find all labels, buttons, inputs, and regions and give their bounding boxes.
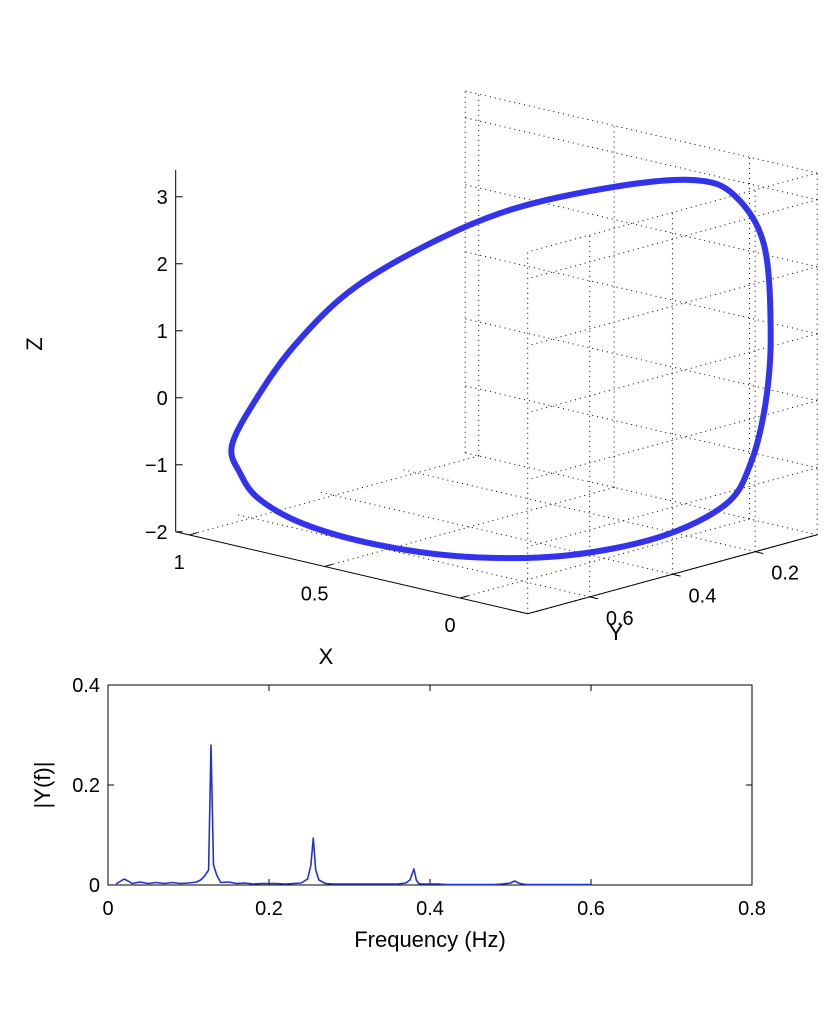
z-tick-label: 2	[157, 254, 168, 276]
x-tick-mark	[324, 563, 334, 567]
trajectory-line	[228, 176, 774, 562]
wall-grid-line	[465, 385, 818, 469]
z-tick-label: −2	[145, 522, 168, 544]
grid-3d	[189, 90, 818, 615]
floor-grid-line	[459, 518, 750, 599]
y-tick-labels: 0.2 0.4 0.6	[589, 551, 799, 630]
wall-grid-line	[465, 251, 818, 335]
wall-grid-line	[527, 467, 818, 548]
x-tick-label: 0.2	[255, 898, 283, 920]
y-tick-mark	[755, 551, 764, 555]
box-edge	[527, 172, 818, 253]
x-tick-label: 0	[102, 898, 113, 920]
wall-grid-line	[465, 452, 818, 536]
x-tick-label: 0.6	[577, 898, 605, 920]
y-tick-label: 0.6	[606, 608, 634, 630]
x-tick-label: 1	[174, 552, 185, 574]
y-tick-label: 0.4	[689, 585, 717, 607]
box-edge	[465, 90, 818, 174]
y-tick-label: 0.4	[72, 675, 100, 697]
z-tick-label: −1	[145, 455, 168, 477]
spectrum-x-tick-labels: 0 0.2 0.4 0.6 0.8	[102, 898, 765, 920]
x-tick-label: 0.5	[301, 583, 329, 605]
x-axis-line	[175, 531, 528, 615]
spectrum-plot: 0 0.2 0.4 0.6 0.8 0 0.2 0.4 Frequency (Hz) |Y(…	[30, 675, 766, 952]
floor-grid-line	[237, 514, 590, 598]
spectrum-ticks	[107, 684, 753, 886]
wall-grid-line	[527, 400, 818, 481]
spectrum-y-axis-label: |Y(f)|	[30, 762, 55, 809]
floor-grid-line	[403, 469, 756, 553]
spectrum-line	[115, 744, 591, 886]
wall-grid-line	[465, 184, 818, 268]
z-tick-label: 0	[157, 388, 168, 410]
z-axis-label: Z	[22, 337, 47, 350]
z-tick-labels: −2 −1 0 1 2 3	[145, 187, 183, 544]
floor-grid-line	[189, 455, 479, 536]
x-tick-labels: 00.51	[174, 532, 469, 637]
wall-grid-line	[465, 318, 818, 402]
y-tick-label: 0.2	[72, 775, 100, 797]
spectrum-axes-box	[107, 684, 753, 886]
y-tick-mark	[589, 596, 598, 600]
x-tick-mark	[189, 532, 198, 536]
spectrum-y-tick-labels: 0 0.2 0.4	[72, 675, 100, 897]
x-axis-label: X	[319, 644, 334, 669]
floor-grid-line	[324, 486, 615, 567]
y-tick-label: 0	[89, 875, 100, 897]
wall-grid-line	[527, 333, 818, 414]
axes-3d	[175, 169, 818, 615]
x-tick-mark	[459, 595, 469, 599]
z-tick-label: 1	[157, 321, 168, 343]
x-tick-label: 0.4	[416, 898, 444, 920]
y-axis-label: Y	[609, 620, 624, 645]
spectrum-x-axis-label: Frequency (Hz)	[354, 927, 506, 952]
x-tick-label: 0.8	[738, 898, 766, 920]
wall-grid-line	[527, 199, 818, 280]
floor-grid-line	[320, 491, 673, 575]
y-tick-label: 0.2	[771, 563, 799, 585]
z-tick-label: 3	[157, 187, 168, 209]
wall-grid-line	[465, 117, 818, 201]
x-tick-label: 0	[444, 615, 455, 637]
y-tick-mark	[672, 573, 681, 577]
